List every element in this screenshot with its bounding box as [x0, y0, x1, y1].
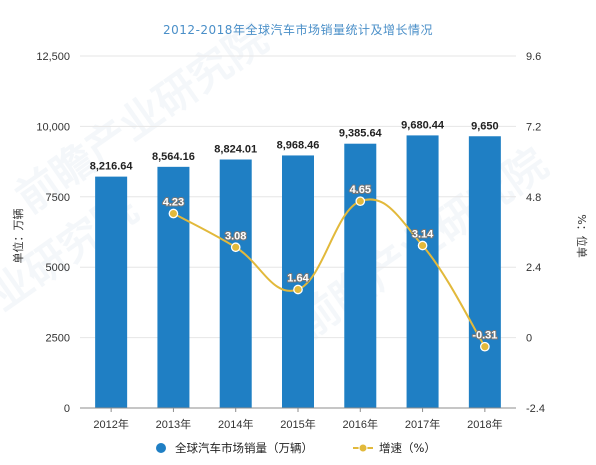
growth-value-label: 1.64: [287, 272, 309, 284]
bar-layer: [95, 135, 501, 409]
growth-point: [168, 208, 179, 219]
label-layer: 8,216.64 8,564.16 8,824.01 8,968.46 9,385.64…: [90, 119, 499, 342]
legend-growth-marker: [358, 443, 368, 453]
bar: [157, 166, 190, 408]
growth-point: [293, 284, 303, 295]
y2-tick-label: 7.2: [526, 121, 541, 133]
y2-tick-label: 4.8: [526, 192, 541, 204]
bar-value-label: 8,216.64: [90, 161, 134, 173]
x-tick-label: 2016年: [343, 417, 378, 431]
bar: [344, 143, 377, 408]
bar-value-label: 9,650: [471, 120, 499, 132]
legend-layer: 全球汽车市场销量（万辆） 增速（%）: [156, 441, 436, 455]
growth-point: [417, 240, 428, 251]
growth-point: [480, 341, 490, 352]
bar: [219, 159, 252, 408]
bar-value-label: 8,824.01: [214, 144, 257, 156]
y2-axis-title: %：位单: [575, 214, 589, 257]
bar-value-label: 8,564.16: [152, 151, 195, 163]
x-tick-label: 2015年: [280, 417, 315, 431]
bar-value-label: 9,680.44: [401, 119, 445, 131]
bar-value-label: 9,385.64: [339, 128, 383, 140]
line-layer: [168, 196, 490, 352]
x-tick-label: 2014年: [218, 417, 253, 431]
bar: [406, 135, 439, 408]
x-tick-label: 2013年: [156, 417, 191, 431]
x-tick-label: 2018年: [467, 417, 502, 431]
y-tick-label: 7500: [46, 192, 70, 204]
axis-layer: 0 2500 5000 7500 10,000 12,500 -2.4 0 2.4 4.8 7.2 9…: [36, 51, 545, 431]
growth-value-label: 3.08: [225, 230, 246, 242]
y-axis-title: 单位：万辆: [11, 209, 25, 264]
legend-growth-label: 增速（%）: [379, 441, 436, 455]
chart-title: 2012-2018年全球汽车市场销量统计及增长情况: [163, 22, 433, 37]
growth-value-label: 4.65: [350, 184, 371, 196]
growth-point: [230, 242, 241, 253]
growth-value-label: -0.31: [472, 330, 497, 342]
bar: [468, 136, 501, 409]
bar-value-label: 8,968.46: [277, 139, 320, 151]
y-tick-label: 2500: [46, 333, 70, 345]
y-tick-label: 5000: [46, 262, 70, 274]
y2-tick-label: 0: [526, 333, 532, 345]
bar: [95, 176, 128, 408]
x-tick-label: 2012年: [93, 417, 128, 431]
legend-sales-marker: [156, 443, 166, 453]
y-tick-label: 10,000: [36, 121, 70, 133]
growth-value-label: 4.23: [163, 197, 184, 209]
y-tick-label: 12,500: [36, 51, 70, 63]
y2-tick-label: 9.6: [526, 51, 541, 63]
legend-sales-label: 全球汽车市场销量（万辆）: [175, 441, 313, 455]
y2-tick-label: -2.4: [526, 403, 545, 415]
growth-point: [355, 196, 366, 207]
growth-value-label: 3.14: [412, 228, 434, 240]
y-tick-label: 0: [64, 403, 70, 415]
y2-tick-label: 2.4: [526, 262, 541, 274]
x-tick-label: 2017年: [405, 417, 440, 431]
